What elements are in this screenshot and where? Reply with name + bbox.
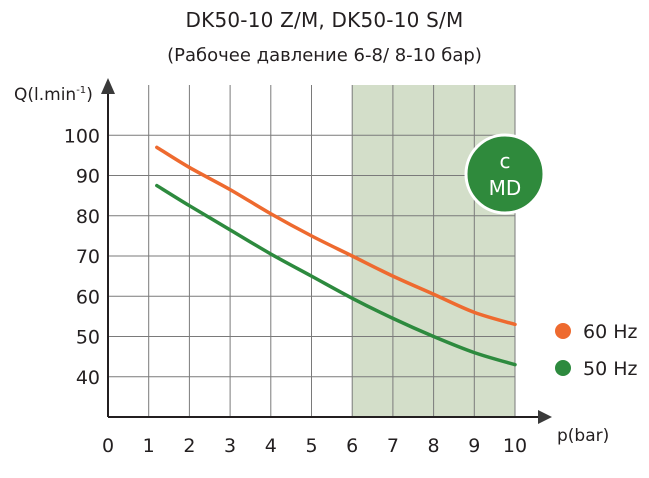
legend-marker-60-hz <box>555 323 571 339</box>
legend-marker-50-hz <box>555 360 571 376</box>
legend-label: 60 Hz <box>583 321 638 343</box>
x-tick-label: 8 <box>428 435 440 457</box>
y-tick-label: 40 <box>76 367 100 389</box>
x-tick-label: 4 <box>265 435 277 457</box>
legend-label: 50 Hz <box>583 358 638 380</box>
x-tick-label: 0 <box>102 435 114 457</box>
x-axis-label: p(bar) <box>557 426 609 446</box>
series-line-60-hz <box>155 145 517 327</box>
x-tick-label: 10 <box>503 435 527 457</box>
legend: 60 Hz 50 Hz <box>555 321 638 380</box>
x-tick-label: 9 <box>468 435 480 457</box>
y-tick-label: 90 <box>76 166 100 188</box>
x-tick-label: 3 <box>224 435 236 457</box>
md-badge: c MD <box>464 133 546 215</box>
y-tick-label: 100 <box>64 125 100 147</box>
chart-title: DK50-10 Z/M, DK50-10 S/M <box>185 8 464 32</box>
x-tick-label: 7 <box>387 435 399 457</box>
x-tick-label: 1 <box>143 435 155 457</box>
y-tick-label: 50 <box>76 327 100 349</box>
y-tick-label: 80 <box>76 206 100 228</box>
grid-lines <box>108 85 516 417</box>
x-tick-label: 2 <box>183 435 195 457</box>
chart-subtitle: (Рабочее давление 6-8/ 8-10 бар) <box>167 45 482 66</box>
badge-circle <box>464 133 546 215</box>
badge-line-2: MD <box>489 176 522 200</box>
x-axis-arrow-icon <box>538 410 552 424</box>
x-tick-label: 6 <box>346 435 358 457</box>
y-axis-arrow-icon <box>101 78 115 94</box>
series-line-50-hz <box>155 183 517 367</box>
axes <box>101 78 552 424</box>
y-tick-label: 70 <box>76 246 100 268</box>
y-tick-label: 60 <box>76 286 100 308</box>
x-tick-labels: 0 1 2 3 4 5 6 7 8 9 10 <box>102 435 527 457</box>
y-axis-label: Q(l.min-1) <box>14 85 93 105</box>
badge-line-1: c <box>500 149 511 173</box>
series-lines <box>155 145 517 367</box>
x-tick-label: 5 <box>305 435 317 457</box>
y-tick-labels: 40 50 60 70 80 90 100 <box>64 125 100 389</box>
